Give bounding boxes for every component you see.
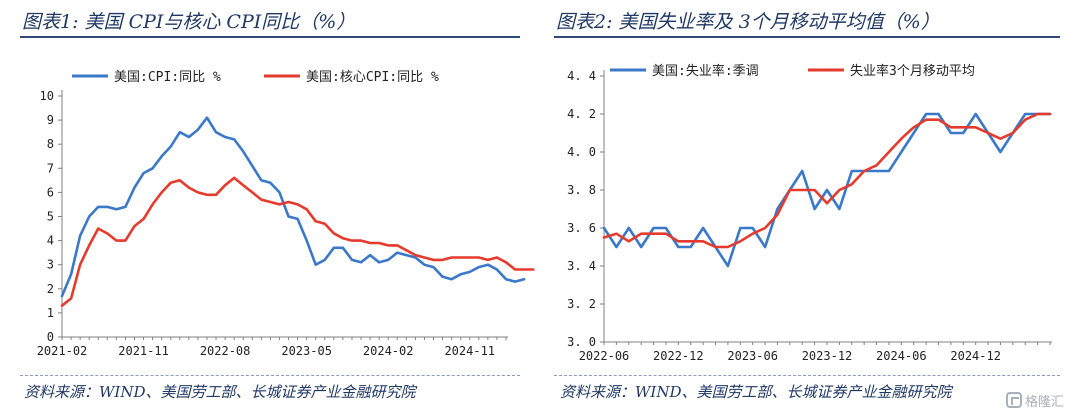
cpi-y-tick-label: 3 — [47, 258, 54, 272]
cpi-y-tick-label: 9 — [47, 113, 54, 127]
right-source-rule — [554, 375, 1060, 376]
cpi-y-tick-label: 4 — [47, 234, 54, 248]
unemp-legend-label-2: 失业率3个月移动平均 — [850, 63, 975, 79]
cpi-y-tick-label: 1 — [47, 306, 54, 320]
cpi-line-chart: 0 1 2 3 4 5 6 7 8 9 10 2021-02 2021-11 2022-08 2023-05… — [37, 70, 535, 358]
cpi-x-tick-label: 2021-02 — [37, 344, 88, 358]
unemp-y-tick-label: 4. 2 — [567, 107, 596, 121]
unemp-x-tick-label: 2023-06 — [727, 349, 778, 363]
watermark: 格隆汇 — [1006, 389, 1072, 411]
cpi-y-tick-label: 6 — [47, 185, 54, 199]
unemp-x-tick-label: 2024-06 — [876, 349, 927, 363]
right-chart-title: 图表2: 美国失业率及 3个月移动平均值（%） — [556, 11, 940, 33]
cpi-y-tick-label: 0 — [47, 330, 54, 344]
cpi-y-tick-label: 5 — [47, 210, 54, 224]
cpi-x-tick-label: 2023-05 — [281, 344, 332, 358]
left-chart-title: 图表1: 美国 CPI与核心 CPI同比（%） — [22, 11, 356, 33]
unemp-series-2-line — [602, 112, 1052, 249]
unemp-x-tick-label: 2024-12 — [950, 349, 1001, 363]
watermark-logo-icon — [1006, 392, 1022, 408]
cpi-series-2-line — [60, 176, 535, 308]
cpi-y-tick-label: 8 — [47, 137, 54, 151]
unemp-y-tick-label: 4. 4 — [567, 69, 596, 83]
cpi-x-tick-label: 2024-11 — [444, 344, 495, 358]
cpi-y-tick-label: 2 — [47, 282, 54, 296]
cpi-y-tick-label: 7 — [47, 161, 54, 175]
cpi-legend-label-2: 美国:核心CPI:同比 % — [306, 70, 439, 85]
left-title-rule — [20, 36, 520, 38]
cpi-series-1-line — [60, 116, 526, 298]
unemp-legend-label-1: 美国:失业率:季调 — [652, 63, 759, 79]
cpi-x-tick-label: 2024-02 — [363, 344, 414, 358]
unemp-y-tick-label: 3. 4 — [567, 259, 596, 273]
left-source-note: 资料来源：WIND、美国劳工部、长城证券产业金融研究院 — [24, 383, 416, 401]
unemp-x-tick-label: 2023-12 — [802, 349, 853, 363]
unemployment-line-chart: 3. 0 3. 2 3. 4 3. 6 3. 8 4. 0 4. 2 4. 4 2022-06 2… — [567, 63, 1052, 363]
cpi-legend-label-1: 美国:CPI:同比 % — [114, 70, 221, 85]
cpi-x-tick-label: 2021-11 — [118, 344, 169, 358]
watermark-text: 格隆汇 — [1025, 394, 1065, 410]
unemp-series-1-line — [602, 112, 1052, 268]
right-title-rule — [554, 36, 1060, 38]
cpi-y-tick-label: 10 — [40, 89, 54, 103]
unemp-x-tick-label: 2022-12 — [653, 349, 704, 363]
unemp-x-tick-label: 2022-06 — [579, 349, 630, 363]
unemp-y-tick-label: 3. 6 — [567, 221, 596, 235]
unemp-y-tick-label: 3. 2 — [567, 297, 596, 311]
unemp-y-tick-label: 3. 0 — [567, 335, 596, 349]
right-source-note: 资料来源：WIND、美国劳工部、长城证券产业金融研究院 — [560, 383, 952, 401]
unemp-y-tick-label: 4. 0 — [567, 145, 596, 159]
cpi-x-tick-label: 2022-08 — [200, 344, 251, 358]
left-source-rule — [20, 375, 520, 376]
unemp-y-tick-label: 3. 8 — [567, 183, 596, 197]
